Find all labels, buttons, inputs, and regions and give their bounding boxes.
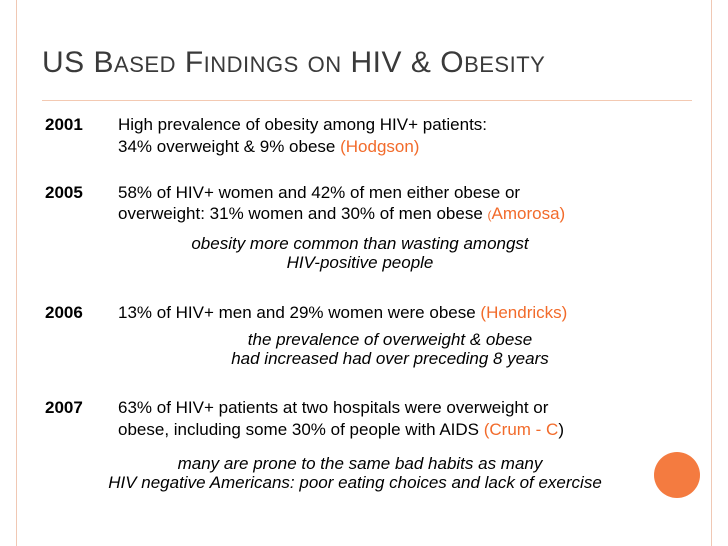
year-2006: 2006	[45, 303, 83, 322]
entry-2007-line2: obese, including some 30% of people with…	[118, 420, 565, 439]
slide-title: US BASED FINDINGS ON HIV & OBESITY	[42, 46, 546, 79]
entry-2005-line2: overweight: 31% women and 30% of men obe…	[118, 204, 566, 223]
citation-hodgson: (Hodgson)	[340, 137, 420, 156]
citation-crum: (Crum - C	[483, 420, 559, 439]
year-2005: 2005	[45, 183, 83, 202]
note-2007-line1: many are prone to the same bad habits as…	[177, 454, 543, 473]
left-frame-line	[16, 0, 17, 546]
citation-amorosa: Amorosa)	[491, 204, 566, 223]
year-2007: 2007	[45, 398, 83, 417]
note-2007-line2: HIV negative Americans: poor eating choi…	[108, 473, 602, 492]
note-2005-line1: obesity more common than wasting amongst	[191, 234, 529, 253]
note-2005-line2: HIV-positive people	[286, 253, 434, 272]
right-frame-line	[711, 0, 712, 546]
entry-2007-line1: 63% of HIV+ patients at two hospitals we…	[118, 398, 549, 417]
year-2001: 2001	[45, 115, 83, 134]
note-2006-line1: the prevalence of overweight & obese	[247, 330, 533, 349]
entry-2001-line1: High prevalence of obesity among HIV+ pa…	[118, 115, 488, 134]
entry-2006-line1: 13% of HIV+ men and 29% women were obese…	[118, 303, 568, 322]
entry-2001-line2: 34% overweight & 9% obese (Hodgson)	[118, 137, 420, 156]
entry-2005-line1: 58% of HIV+ women and 42% of men either …	[118, 183, 521, 202]
citation-hendricks: (Hendricks)	[480, 303, 568, 322]
note-2006-line2: had increased had over preceding 8 years	[231, 349, 549, 368]
title-underline	[42, 100, 692, 101]
decorative-circle	[654, 452, 700, 498]
